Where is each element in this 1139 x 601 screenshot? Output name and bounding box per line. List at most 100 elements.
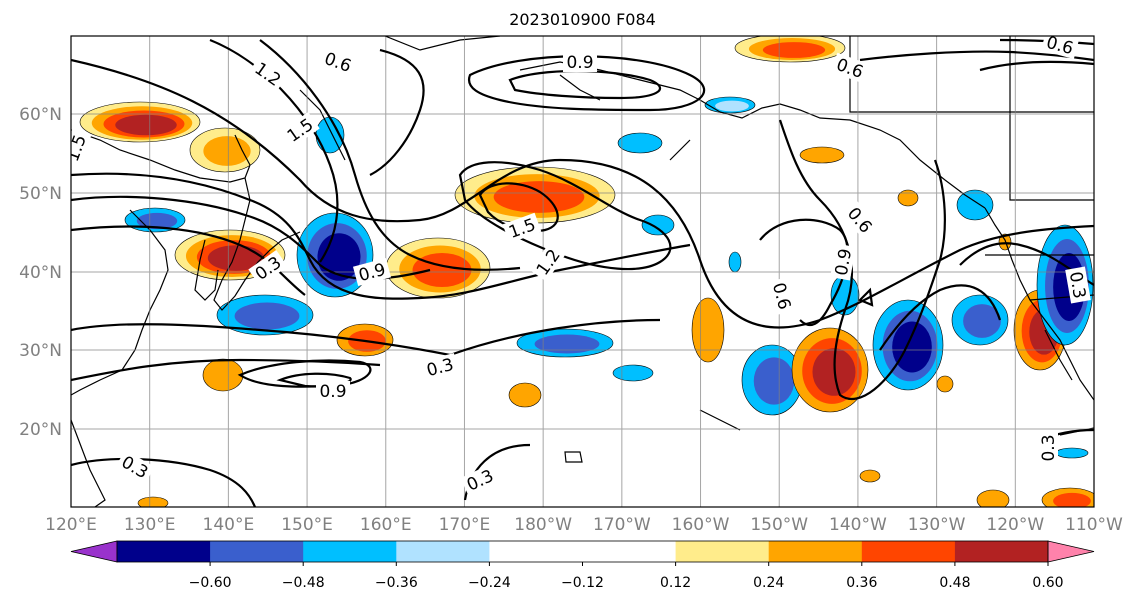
contour-label-bg — [460, 463, 500, 497]
map-gridlines — [71, 36, 1094, 507]
x-tick-label: 170°E — [439, 515, 491, 535]
x-tick-label: 130°E — [124, 515, 176, 535]
colorbar-tick-label: 0.60 — [1032, 575, 1063, 591]
anomaly-blob — [115, 114, 177, 136]
anomaly-blob — [137, 496, 169, 507]
colorbar-tick-label: 0.12 — [660, 575, 691, 591]
anomaly-blob — [202, 358, 244, 392]
x-tick-label: 180°W — [514, 515, 572, 535]
contour-label-bg — [280, 112, 320, 148]
colorbar-segment — [210, 541, 304, 562]
colorbar-tick-label: −0.24 — [468, 575, 511, 591]
anomaly-blob — [1053, 492, 1091, 507]
anomaly-blob — [136, 212, 178, 230]
anomaly-blob — [617, 132, 663, 154]
anomaly-blob — [412, 253, 472, 287]
contour-label-bg — [318, 46, 358, 78]
anomaly-blob — [612, 364, 654, 382]
contour-label-bg — [420, 352, 460, 382]
colorbar-tick-label: 0.36 — [846, 575, 877, 591]
x-tick-label: 160°W — [672, 515, 730, 535]
contour-label-bg — [248, 56, 288, 92]
x-axis-ticks: 120°E 130°E 140°E 150°E 160°E 170°E 180°W 170°W… — [45, 515, 1123, 535]
colorbar-extend-low — [70, 540, 118, 563]
anomaly-blob — [728, 251, 742, 273]
x-tick-label: 170°W — [593, 515, 651, 535]
contour-label-bg — [1038, 431, 1058, 465]
y-tick-label: 60°N — [19, 105, 62, 125]
contour-label: 0.9 — [832, 247, 856, 277]
y-tick-label: 50°N — [19, 184, 62, 204]
colorbar-segment — [117, 541, 211, 562]
colorbar-tick-label: 0.24 — [753, 575, 784, 591]
anomaly-shading — [79, 36, 1094, 507]
contour-label-bg — [316, 381, 350, 401]
y-tick-label: 40°N — [19, 263, 62, 283]
anomaly-blob — [508, 382, 542, 408]
x-tick-label: 120°W — [986, 515, 1044, 535]
contour-label: 0.6 — [1044, 33, 1075, 59]
map-title: 2023010900 F084 — [509, 10, 656, 29]
anomaly-blob — [207, 245, 265, 271]
x-tick-label: 150°E — [281, 515, 333, 535]
anomaly-blob — [1055, 447, 1089, 459]
anomaly-blob — [641, 214, 675, 236]
contour-label-bg — [830, 52, 870, 84]
contour-label-bg — [530, 242, 566, 282]
contour-label: 0.9 — [319, 382, 346, 402]
contour-label-bg — [767, 276, 797, 316]
x-tick-label: 160°E — [360, 515, 412, 535]
x-tick-label: 120°E — [45, 515, 97, 535]
colorbar-tick-label: −0.12 — [561, 575, 604, 591]
anomaly-blob — [753, 357, 795, 405]
contour-label-bg — [115, 449, 155, 485]
anomaly-blob — [936, 375, 954, 393]
contour-label-bg — [1040, 36, 1080, 60]
colorbar-extend-high — [1047, 540, 1095, 563]
anomaly-blob — [715, 100, 749, 112]
colorbar-segment — [675, 541, 770, 562]
contour-label-bg — [502, 212, 542, 244]
colorbar-labels: −0.60 −0.48 −0.36 −0.24 −0.12 0.12 0.24 0.36 0.4… — [189, 562, 1064, 591]
y-axis-ticks: 20°N 30°N 40°N 50°N 60°N — [19, 105, 62, 440]
anomaly-blob — [976, 489, 1010, 507]
colorbar-segment — [489, 541, 583, 562]
colorbar-tick-label: −0.36 — [375, 575, 418, 591]
colorbar-segment — [768, 541, 863, 562]
anomaly-blob — [203, 136, 251, 166]
colorbar — [70, 540, 1095, 563]
contour-label-bg — [71, 128, 92, 168]
contour-label-bg — [830, 243, 856, 281]
contour-label: 0.9 — [566, 53, 593, 73]
anomaly-blob — [234, 302, 300, 330]
contour-label-bg — [248, 250, 288, 286]
colorbar-segment — [954, 541, 1049, 562]
anomaly-blob — [493, 181, 585, 213]
y-tick-label: 30°N — [19, 341, 62, 361]
contour-label-bg — [1065, 266, 1091, 304]
map-frame — [70, 35, 1095, 508]
contour-label: 0.3 — [1039, 434, 1059, 461]
x-tick-label: 150°W — [750, 515, 808, 535]
contour-label: 0.3 — [1065, 270, 1089, 300]
x-tick-label: 140°E — [203, 515, 255, 535]
colorbar-segment — [582, 541, 677, 562]
contour-label-bg — [352, 257, 392, 287]
colorbar-tick-label: 0.48 — [939, 575, 970, 591]
anomaly-blob — [534, 334, 600, 354]
colorbar-segment — [303, 541, 397, 562]
anomaly-blob — [859, 469, 881, 483]
anomaly-blob — [998, 233, 1012, 251]
x-tick-label: 140°W — [829, 515, 887, 535]
colorbar-tick-label: −0.60 — [189, 575, 232, 591]
anomaly-blob — [892, 321, 932, 373]
anomaly-blob — [897, 189, 919, 207]
colorbar-segment — [861, 541, 956, 562]
contour-lines — [71, 38, 1094, 507]
x-tick-label: 110°W — [1065, 515, 1123, 535]
anomaly-blob — [762, 42, 826, 58]
contour-label-bg — [841, 200, 879, 240]
anomaly-blob — [691, 297, 725, 363]
anomaly-blob — [956, 189, 994, 221]
